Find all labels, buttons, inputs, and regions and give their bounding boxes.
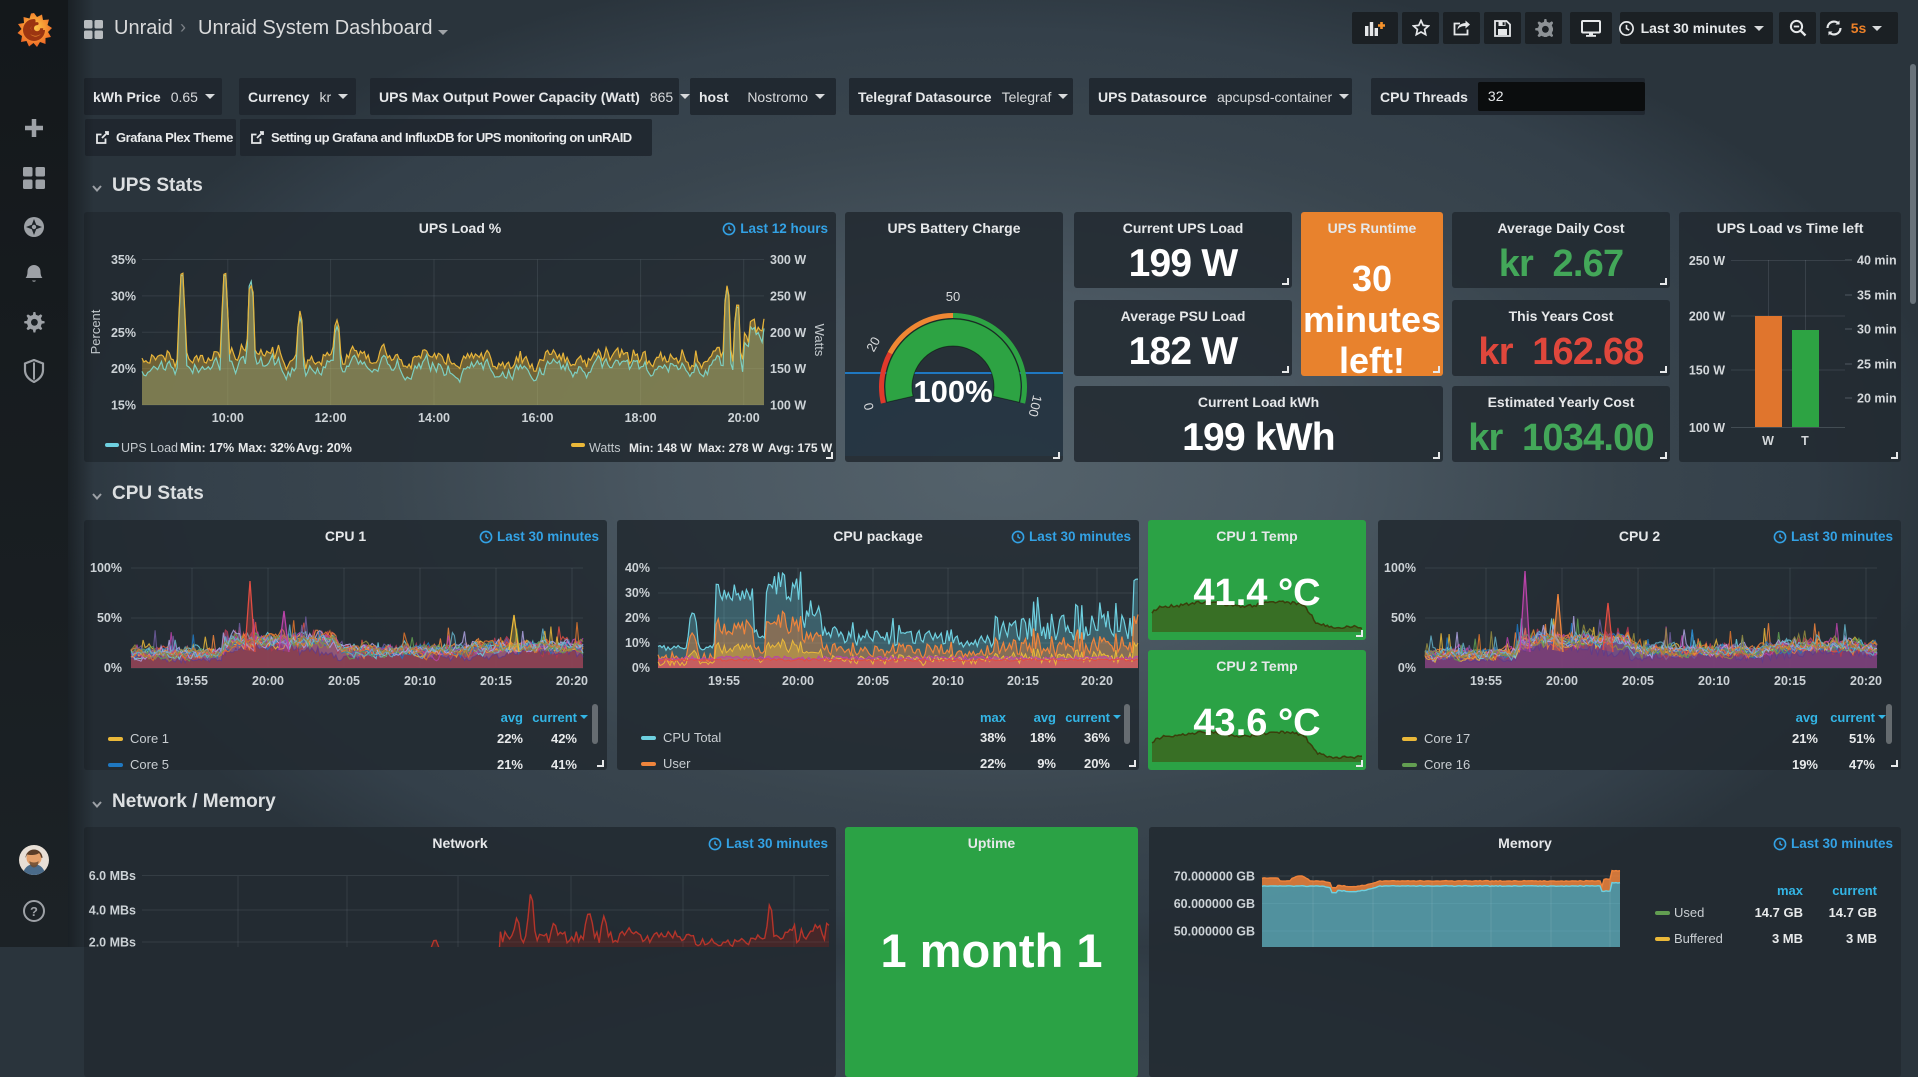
svg-text:Watts: Watts	[589, 441, 620, 455]
svg-text:19:55: 19:55	[1470, 674, 1502, 688]
svg-text:20:15: 20:15	[1774, 674, 1806, 688]
svg-text:2.0 MBs: 2.0 MBs	[89, 936, 136, 948]
svg-text:20: 20	[863, 334, 883, 354]
svg-text:20:10: 20:10	[404, 674, 436, 688]
svg-text:19:55: 19:55	[708, 674, 740, 688]
svg-text:250 W: 250 W	[1689, 254, 1725, 268]
svg-text:50: 50	[946, 289, 960, 304]
svg-text:20:20: 20:20	[1850, 674, 1882, 688]
svg-text:20:20: 20:20	[556, 674, 588, 688]
svg-text:20:00: 20:00	[782, 674, 814, 688]
svg-text:30 min: 30 min	[1857, 323, 1897, 337]
svg-text:20:10: 20:10	[932, 674, 964, 688]
svg-text:Avg: 175 W: Avg: 175 W	[768, 441, 833, 455]
svg-text:200 W: 200 W	[1689, 310, 1725, 324]
svg-text:100%: 100%	[90, 561, 122, 575]
svg-text:20:15: 20:15	[1007, 674, 1039, 688]
svg-text:100%: 100%	[913, 374, 992, 409]
svg-text:18:00: 18:00	[625, 411, 657, 425]
svg-text:Max: 278 W: Max: 278 W	[698, 441, 764, 455]
svg-text:100 W: 100 W	[1689, 421, 1725, 435]
svg-text:4.0 MBs: 4.0 MBs	[89, 904, 136, 918]
svg-text:20:00: 20:00	[252, 674, 284, 688]
svg-text:20%: 20%	[625, 611, 650, 625]
svg-text:20:00: 20:00	[728, 411, 760, 425]
svg-text:0%: 0%	[1398, 661, 1416, 675]
svg-text:35 min: 35 min	[1857, 289, 1897, 303]
svg-text:UPS Load: UPS Load	[121, 441, 178, 455]
svg-text:70.000000 GB: 70.000000 GB	[1174, 870, 1255, 884]
svg-text:100: 100	[1026, 394, 1045, 419]
svg-text:10:00: 10:00	[212, 411, 244, 425]
svg-text:Min: 17%: Min: 17%	[180, 441, 234, 455]
svg-text:35%: 35%	[111, 253, 136, 267]
svg-text:0: 0	[861, 401, 877, 411]
svg-text:20:20: 20:20	[1081, 674, 1113, 688]
svg-text:150 W: 150 W	[770, 362, 806, 376]
svg-text:50.000000 GB: 50.000000 GB	[1174, 925, 1255, 939]
svg-text:30%: 30%	[625, 586, 650, 600]
svg-text:25 min: 25 min	[1857, 358, 1897, 372]
svg-text:Min: 148 W: Min: 148 W	[629, 441, 692, 455]
svg-text:40%: 40%	[625, 561, 650, 575]
svg-text:16:00: 16:00	[522, 411, 554, 425]
svg-text:W: W	[1762, 434, 1774, 448]
svg-text:50%: 50%	[97, 611, 122, 625]
svg-text:100%: 100%	[1384, 561, 1416, 575]
svg-text:15%: 15%	[111, 399, 136, 413]
svg-text:100 W: 100 W	[770, 399, 806, 413]
svg-text:50%: 50%	[1391, 611, 1416, 625]
svg-text:20%: 20%	[111, 362, 136, 376]
svg-text:20:05: 20:05	[857, 674, 889, 688]
svg-text:19:55: 19:55	[176, 674, 208, 688]
svg-text:T: T	[1801, 434, 1809, 448]
svg-text:300 W: 300 W	[770, 253, 806, 267]
svg-text:12:00: 12:00	[315, 411, 347, 425]
svg-text:0%: 0%	[632, 661, 650, 675]
svg-text:40 min: 40 min	[1857, 254, 1897, 268]
svg-text:20:15: 20:15	[480, 674, 512, 688]
svg-text:20:05: 20:05	[1622, 674, 1654, 688]
svg-text:250 W: 250 W	[770, 289, 806, 303]
svg-text:20 min: 20 min	[1857, 392, 1897, 406]
svg-text:200 W: 200 W	[770, 326, 806, 340]
svg-text:60.000000 GB: 60.000000 GB	[1174, 897, 1255, 911]
svg-text:150 W: 150 W	[1689, 364, 1725, 378]
svg-text:6.0 MBs: 6.0 MBs	[89, 869, 136, 883]
svg-text:Percent: Percent	[88, 309, 103, 354]
svg-text:Max: 32%: Max: 32%	[238, 441, 295, 455]
svg-text:0%: 0%	[104, 661, 122, 675]
svg-text:20:00: 20:00	[1546, 674, 1578, 688]
svg-text:25%: 25%	[111, 326, 136, 340]
svg-text:10%: 10%	[625, 636, 650, 650]
svg-text:Avg: 20%: Avg: 20%	[296, 441, 352, 455]
svg-text:20:05: 20:05	[328, 674, 360, 688]
svg-text:30%: 30%	[111, 289, 136, 303]
svg-text:?: ?	[30, 904, 38, 919]
svg-text:20:10: 20:10	[1698, 674, 1730, 688]
svg-text:Watts: Watts	[812, 324, 827, 357]
svg-text:14:00: 14:00	[418, 411, 450, 425]
